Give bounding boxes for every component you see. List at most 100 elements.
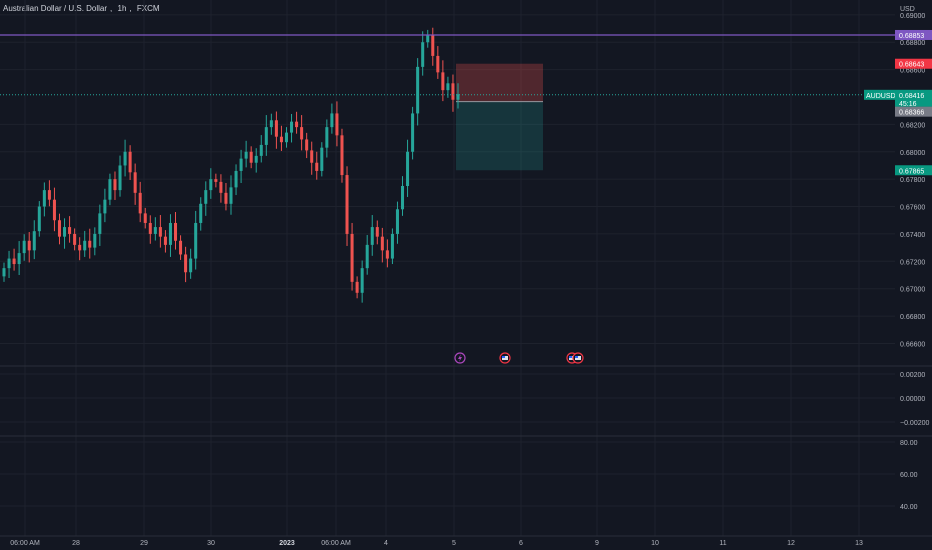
candle-body — [310, 150, 314, 163]
price-tick-label: 0.68600 — [900, 68, 925, 75]
candle-body — [113, 179, 117, 191]
candle-body — [234, 170, 238, 188]
price-tick-label: 0.68000 — [900, 150, 925, 157]
symbol-badge: AUDUSD — [866, 93, 896, 100]
price-tick-label: 0.68800 — [900, 40, 925, 47]
candle-body — [22, 240, 26, 254]
candle-body — [269, 120, 273, 128]
time-tick-label: 6 — [519, 540, 523, 547]
price-tick-label: 0.69000 — [900, 13, 925, 20]
us-flag-icon[interactable] — [499, 352, 511, 364]
chart-interval: 1h — [117, 4, 127, 13]
candle-body — [229, 187, 233, 204]
price-tick-label: 0.67000 — [900, 287, 925, 294]
price-tick-label: 0.68200 — [900, 122, 925, 129]
horizontal-line-price: 0.68853 — [899, 33, 924, 40]
candle-body — [335, 113, 339, 136]
candle-body — [350, 233, 354, 282]
candle-body — [189, 258, 193, 273]
candle-body — [219, 181, 223, 193]
candle-body — [300, 127, 304, 140]
candle-body — [194, 222, 198, 259]
time-tick-label: 2023 — [279, 540, 295, 547]
candle-body — [133, 172, 137, 193]
time-tick-label: 30 — [207, 540, 215, 547]
last-price-badge-bg — [895, 89, 932, 107]
candle-body — [98, 213, 102, 234]
candle-body — [224, 192, 228, 204]
candle-body — [390, 233, 394, 259]
target-level-price: 0.67865 — [899, 168, 924, 175]
candle-body — [426, 35, 430, 43]
price-tick-label: 0.67800 — [900, 177, 925, 184]
candle-body — [27, 240, 31, 251]
candle-body — [375, 227, 379, 237]
last-price: 0.68416 — [899, 93, 924, 100]
candle-body — [411, 113, 415, 152]
candle-body — [340, 135, 344, 176]
candle-body — [355, 281, 359, 293]
us-flag-icon[interactable] — [572, 352, 584, 364]
candle-body — [406, 151, 410, 186]
osc1-tick-label: 0.00000 — [900, 396, 925, 403]
candle-body — [254, 155, 258, 163]
candle-body — [244, 151, 248, 159]
candle-body — [295, 121, 299, 128]
candle-body — [128, 151, 132, 173]
time-tick-label: 9 — [595, 540, 599, 547]
price-tick-label: 0.67200 — [900, 259, 925, 266]
candle-body — [365, 244, 369, 269]
osc1-tick-label: −0.00200 — [900, 420, 929, 427]
candle-body — [416, 66, 420, 114]
candle-body — [320, 147, 324, 171]
time-tick-label: 12 — [787, 540, 795, 547]
candle-body — [249, 151, 253, 163]
candle-body — [57, 220, 62, 237]
take-profit-zone — [456, 101, 543, 171]
target-level-price-bg — [895, 165, 932, 176]
candle-body — [103, 199, 107, 214]
candle-body — [446, 83, 450, 91]
candle-body — [400, 186, 405, 210]
candle-body — [173, 222, 178, 241]
position-tool[interactable] — [456, 63, 543, 171]
lightning-icon[interactable] — [454, 352, 466, 364]
candle-body — [199, 203, 203, 223]
candle-body — [88, 240, 92, 248]
candle-body — [239, 158, 243, 171]
candle-body — [209, 179, 213, 191]
time-tick-label: 29 — [140, 540, 148, 547]
candle-body — [179, 240, 183, 255]
candle-body — [153, 227, 157, 234]
time-tick-label: 28 — [72, 540, 80, 547]
candle-body — [108, 179, 112, 200]
candle-body — [32, 231, 36, 251]
time-tick-label: 5 — [452, 540, 456, 547]
chart-grid — [0, 0, 932, 537]
osc2-tick-label: 80.00 — [900, 440, 918, 447]
candle-body — [305, 139, 309, 151]
entry-level-price-bg — [895, 106, 932, 117]
candle-body — [63, 227, 67, 237]
candle-body — [2, 268, 6, 277]
candle-body — [204, 190, 208, 204]
candle-body — [421, 42, 425, 67]
price-tick-label: 0.66600 — [900, 341, 925, 348]
candle-body — [37, 206, 41, 232]
price-tick-label: 0.67600 — [900, 205, 925, 212]
candle-body — [259, 144, 263, 156]
symbol-name: Australian Dollar / U.S. Dollar — [3, 4, 108, 13]
event-markers[interactable] — [454, 352, 584, 364]
candle-body — [83, 240, 87, 251]
axes: 0.69000 0.68800 0.68600 0.68200 0.68000 0.678… — [10, 6, 929, 547]
candle-body — [93, 233, 97, 248]
time-tick-label: 11 — [719, 540, 726, 547]
currency-label: USD — [900, 6, 915, 13]
symbol-badge-bg — [864, 89, 895, 100]
candle-body — [168, 222, 172, 245]
time-tick-label: 10 — [651, 540, 659, 547]
candle-body — [441, 72, 445, 91]
candle-body — [47, 190, 51, 200]
